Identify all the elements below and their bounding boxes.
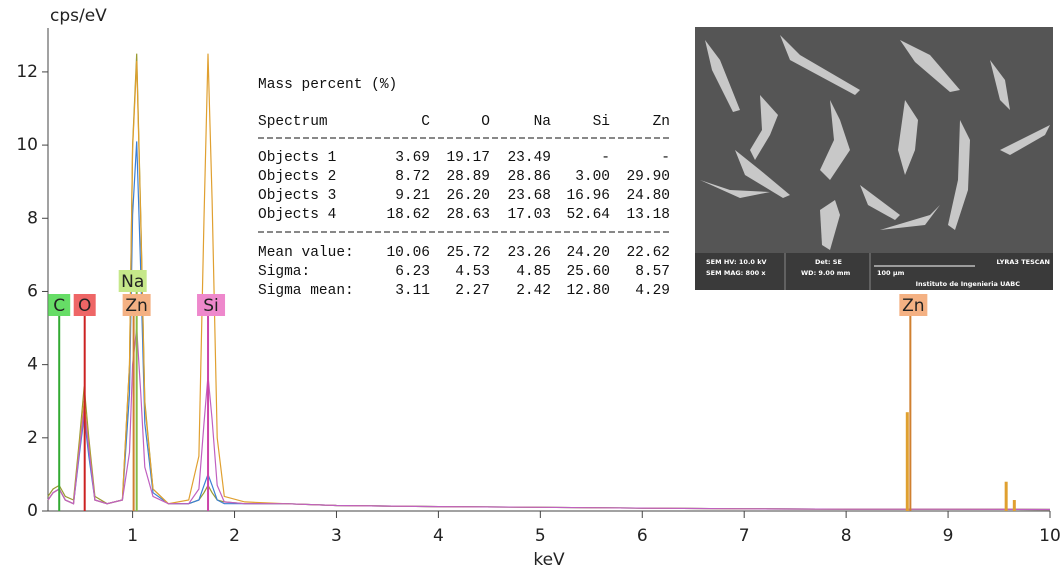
table-cell: 19.17 [446, 150, 490, 166]
table-cell: 4.53 [455, 264, 490, 280]
table-cell: 3.11 [395, 283, 430, 299]
table-header: Spectrum [258, 114, 328, 130]
table-cell: 2.27 [455, 283, 490, 299]
chart: cps/eV keV 02468101212345678910COZnNaSiZ… [0, 0, 1063, 571]
table-cell: 28.89 [446, 169, 490, 185]
sem-institute: Instituto de Ingenieria UABC [916, 280, 1021, 288]
table-cell: Sigma: [258, 264, 310, 280]
table-cell: Objects 3 [258, 188, 336, 204]
table-cell: 52.64 [566, 207, 610, 223]
mass-table: Mass percent (%) Spectrum C O Na Si Zn Objects… [258, 77, 670, 299]
table-cell: 2.42 [516, 283, 551, 299]
element-label: Si [203, 296, 219, 316]
table-cell: Objects 2 [258, 169, 336, 185]
table-cell: 6.23 [395, 264, 430, 280]
x-tick-label: 9 [943, 526, 954, 546]
element-label: Na [121, 272, 144, 292]
table-cell: 24.20 [566, 245, 610, 261]
table-cell: 12.80 [566, 283, 610, 299]
element-label: C [53, 296, 65, 316]
table-cell: 16.96 [566, 188, 610, 204]
table-cell: 13.18 [626, 207, 670, 223]
sem-det: Det: SE [815, 258, 842, 266]
table-cell: Sigma mean: [258, 283, 354, 299]
page: {"chart_data": { "type": "line", "y_labe… [0, 0, 1063, 571]
spectrum-line [48, 328, 1050, 510]
table-header: Si [593, 114, 610, 130]
table-cell: 24.80 [626, 188, 670, 204]
table-cell: Mean value: [258, 245, 354, 261]
peak-bar [906, 412, 909, 511]
y-tick-label: 0 [27, 501, 38, 521]
table-cell: 18.62 [386, 207, 430, 223]
table-cell: Objects 1 [258, 150, 336, 166]
element-label: Zn [125, 296, 147, 316]
table-cell: Objects 4 [258, 207, 336, 223]
table-cell: 10.06 [386, 245, 430, 261]
table-cell: 25.60 [566, 264, 610, 280]
y-tick-label: 12 [16, 62, 38, 82]
table-title: Mass percent (%) [258, 77, 397, 93]
y-tick-label: 4 [27, 355, 38, 375]
x-tick-label: 4 [433, 526, 444, 546]
y-tick-label: 8 [27, 208, 38, 228]
y-tick-label: 2 [27, 428, 38, 448]
table-cell: 26.20 [446, 188, 490, 204]
sem-background [695, 27, 1053, 290]
x-tick-label: 8 [841, 526, 852, 546]
x-axis-label: keV [533, 550, 565, 570]
table-cell: 23.26 [507, 245, 551, 261]
table-cell: 25.72 [446, 245, 490, 261]
table-cell: 17.03 [507, 207, 551, 223]
table-cell: 28.63 [446, 207, 490, 223]
table-cell: 4.85 [516, 264, 551, 280]
sem-image: SEM HV: 10.0 kV SEM MAG: 800 x Det: SE W… [695, 27, 1053, 290]
table-cell: 8.72 [395, 169, 430, 185]
table-cell: 8.57 [635, 264, 670, 280]
peak-bar [1005, 482, 1008, 511]
element-label: Zn [902, 296, 924, 316]
x-tick-label: 1 [127, 526, 138, 546]
table-header: Na [534, 114, 552, 130]
y-tick-label: 10 [16, 135, 38, 155]
table-header: C [421, 114, 430, 130]
table-header: O [481, 114, 490, 130]
sem-brand: LYRA3 TESCAN [997, 258, 1050, 266]
table-header: Zn [653, 114, 670, 130]
table-cell: 23.49 [507, 150, 551, 166]
table-cell: - [601, 150, 610, 166]
x-tick-label: 6 [637, 526, 648, 546]
sem-scale: 100 µm [877, 269, 905, 277]
table-cell: 23.68 [507, 188, 551, 204]
table-cell: 4.29 [635, 283, 670, 299]
table-cell: 22.62 [626, 245, 670, 261]
table-cell: 28.86 [507, 169, 551, 185]
x-tick-label: 10 [1039, 526, 1061, 546]
x-tick-label: 3 [331, 526, 342, 546]
sem-hv: SEM HV: 10.0 kV [706, 258, 767, 266]
table-cell: 9.21 [395, 188, 430, 204]
x-tick-label: 5 [535, 526, 546, 546]
y-axis-label: cps/eV [50, 6, 107, 26]
sem-mag: SEM MAG: 800 x [706, 269, 766, 277]
table-cell: 3.00 [575, 169, 610, 185]
x-tick-label: 7 [739, 526, 750, 546]
peak-bar [1013, 500, 1016, 511]
sem-wd: WD: 9.00 mm [801, 269, 851, 277]
element-label: O [78, 296, 91, 316]
table-cell: 3.69 [395, 150, 430, 166]
table-cell: 29.90 [626, 169, 670, 185]
table-cell: - [661, 150, 670, 166]
x-tick-label: 2 [229, 526, 240, 546]
y-tick-label: 6 [27, 281, 38, 301]
